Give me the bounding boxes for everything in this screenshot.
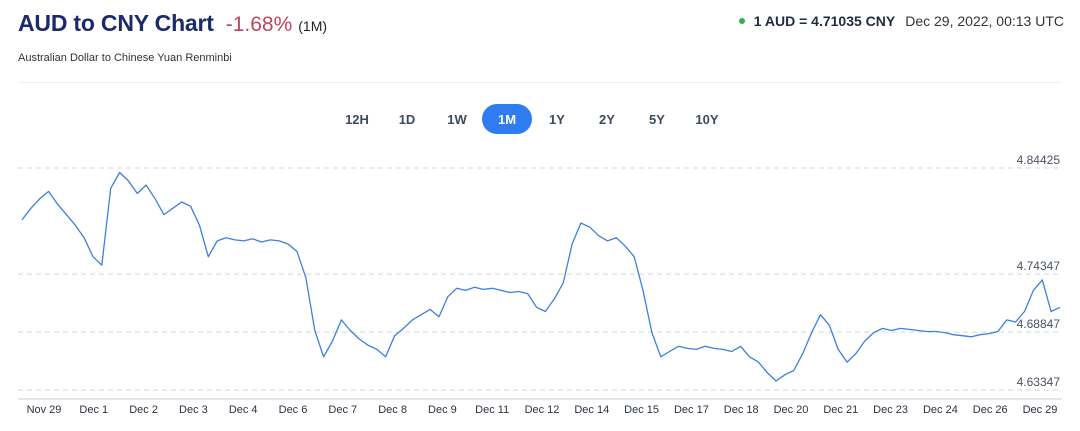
- range-tab-2y[interactable]: 2Y: [599, 111, 615, 127]
- chart-title: AUD to CNY Chart: [18, 10, 214, 36]
- x-tick-label: Dec 12: [525, 404, 560, 416]
- x-tick-label: Dec 18: [724, 404, 759, 416]
- x-tick-label: Dec 11: [475, 404, 509, 416]
- range-tab-1d[interactable]: 1D: [398, 111, 416, 127]
- exchange-rate-chart: 4.84425 4.74347 4.68847 4.63347 Nov 29 Dec 1 D…: [18, 153, 1062, 416]
- period-label: (1M): [298, 18, 328, 34]
- range-tab-1y[interactable]: 1Y: [549, 111, 565, 127]
- y-tick-label: 4.63347: [1017, 375, 1061, 389]
- x-tick-label: Dec 8: [378, 404, 407, 416]
- rate-timestamp: Dec 29, 2022, 00:13 UTC: [905, 13, 1064, 29]
- header-divider: [18, 82, 1062, 83]
- x-tick-label: Dec 2: [129, 404, 158, 416]
- x-tick-label: Dec 21: [823, 404, 858, 416]
- x-tick-label: Nov 29: [27, 404, 62, 416]
- x-tick-label: Dec 15: [624, 404, 659, 416]
- live-rate: 1 AUD = 4.71035 CNY Dec 29, 2022, 00:13 …: [738, 13, 1064, 29]
- range-tab-12h[interactable]: 12H: [345, 111, 369, 127]
- range-tab-1w[interactable]: 1W: [447, 111, 467, 127]
- y-tick-label: 4.84425: [1017, 153, 1061, 167]
- x-tick-label: Dec 1: [79, 404, 108, 416]
- x-tick-label: Dec 20: [774, 404, 809, 416]
- range-tabs: 12H 1D 1W 1M 1Y 2Y 5Y 10Y: [332, 104, 732, 134]
- range-tab-10y[interactable]: 10Y: [695, 111, 719, 127]
- x-tick-label: Dec 24: [923, 404, 958, 416]
- range-tab-5y[interactable]: 5Y: [649, 111, 665, 127]
- x-tick-label: Dec 26: [973, 404, 1008, 416]
- series-line-aud-cny: [21, 171, 1061, 382]
- live-status-dot-icon: [738, 18, 745, 24]
- y-tick-label: 4.68847: [1017, 317, 1061, 331]
- y-tick-label: 4.74347: [1017, 259, 1061, 273]
- x-tick-label: Dec 23: [873, 404, 908, 416]
- x-tick-label: Dec 17: [674, 404, 709, 416]
- x-tick-label: Dec 3: [179, 404, 208, 416]
- x-tick-label: Dec 7: [328, 404, 357, 416]
- x-tick-label: Dec 9: [428, 404, 457, 416]
- range-tab-1m[interactable]: 1M: [482, 104, 532, 134]
- x-tick-label: Dec 6: [279, 404, 308, 416]
- x-tick-label: Dec 4: [229, 404, 258, 416]
- title-row: AUD to CNY Chart -1.68% (1M): [18, 10, 327, 37]
- chart-header: AUD to CNY Chart -1.68% (1M) Australian …: [18, 10, 1068, 70]
- chart-subtitle: Australian Dollar to Chinese Yuan Renmin…: [18, 52, 232, 64]
- x-tick-label: Dec 14: [574, 404, 609, 416]
- rate-value: 1 AUD = 4.71035 CNY: [753, 13, 896, 29]
- x-tick-label: Dec 29: [1023, 404, 1058, 416]
- percent-change: -1.68%: [225, 13, 293, 36]
